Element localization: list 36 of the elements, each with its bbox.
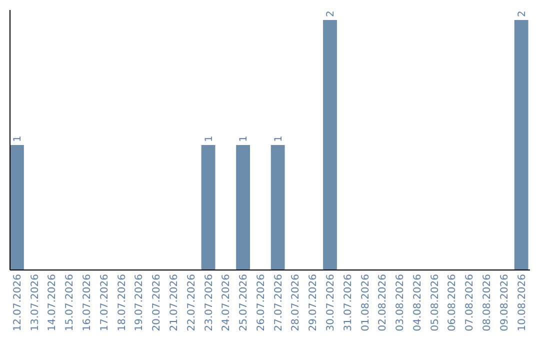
x-tick-label: 29.07.2026 — [308, 274, 320, 332]
x-tick-label: 20.07.2026 — [152, 274, 163, 332]
x-tick-label: 19.07.2026 — [134, 274, 146, 332]
x-tick-label: 17.07.2026 — [99, 274, 110, 332]
x-tick-label: 24.07.2026 — [221, 274, 232, 332]
x-tick-label: 31.07.2026 — [342, 274, 354, 332]
x-tick-label: 26.07.2026 — [256, 274, 267, 332]
x-tick-label: 10.08.2026 — [516, 274, 528, 332]
x-tick-label: 08.08.2026 — [482, 274, 494, 332]
x-tick-label: 01.08.2026 — [360, 274, 372, 332]
x-tick-label: 02.08.2026 — [378, 274, 389, 332]
x-tick-label: 09.08.2026 — [499, 274, 510, 332]
data-label: 1 — [238, 136, 250, 142]
x-tick-label: 22.07.2026 — [186, 274, 198, 332]
x-tick-label: 25.07.2026 — [238, 274, 250, 332]
x-tick-label: 07.08.2026 — [464, 274, 476, 332]
x-tick-label: 21.07.2026 — [168, 274, 180, 332]
x-tick-label: 05.08.2026 — [430, 274, 441, 332]
x-tick-label: 04.08.2026 — [412, 274, 424, 332]
x-tick-label: 14.07.2026 — [47, 274, 58, 332]
x-tick-label: 15.07.2026 — [64, 274, 76, 332]
data-label: 2 — [326, 10, 336, 17]
x-tick-label: 16.07.2026 — [82, 274, 94, 332]
x-tick-label: 18.07.2026 — [116, 274, 128, 332]
data-label: 1 — [12, 136, 24, 142]
x-tick-label: 23.07.2026 — [204, 274, 215, 332]
x-tick-label: 28.07.2026 — [290, 274, 302, 332]
x-tick-label: 27.07.2026 — [273, 274, 284, 332]
x-tick-label: 12.07.2026 — [12, 274, 24, 332]
data-label: 1 — [273, 136, 284, 142]
x-tick-label: 13.07.2026 — [30, 274, 41, 332]
x-tick-label: 30.07.2026 — [326, 274, 336, 332]
data-label: 2 — [516, 10, 528, 17]
data-label: 1 — [204, 136, 215, 142]
x-tick-label: 06.08.2026 — [447, 274, 458, 332]
x-tick-label: 03.08.2026 — [395, 274, 406, 332]
